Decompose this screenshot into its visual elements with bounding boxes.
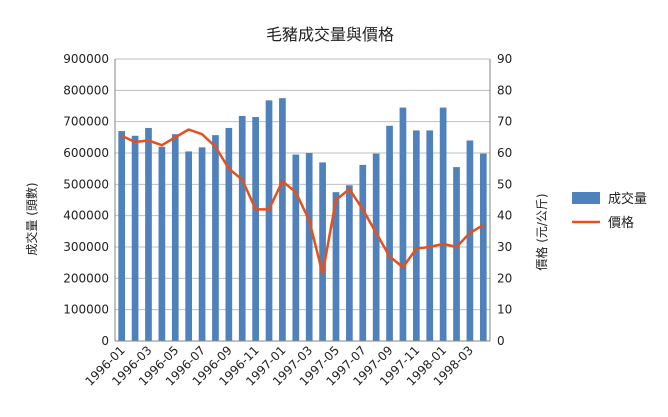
y-right-tick-label: 90 — [497, 52, 512, 66]
y-right-tick-label: 60 — [497, 146, 512, 160]
bar — [372, 153, 380, 341]
y-left-tick-label: 700000 — [63, 115, 109, 129]
y-right-tick-label: 10 — [497, 303, 512, 317]
bar — [212, 135, 219, 341]
y-right-tick-label: 30 — [497, 240, 512, 254]
bar — [319, 162, 326, 341]
y-left-tick-label: 600000 — [63, 146, 109, 160]
bar — [346, 185, 353, 341]
bar-series — [118, 98, 487, 342]
bar — [279, 98, 286, 342]
bar — [225, 127, 233, 341]
bar — [131, 135, 139, 341]
y-left-tick-label: 900000 — [63, 52, 109, 66]
y-left-tick-label: 800000 — [63, 83, 109, 97]
axes — [114, 59, 491, 342]
bar — [359, 164, 367, 341]
y-left-tick-label: 200000 — [63, 271, 109, 285]
y-right-tick-label: 70 — [497, 115, 512, 129]
bar — [158, 146, 166, 341]
y-right-tick-label: 80 — [497, 83, 512, 97]
bar — [386, 125, 393, 342]
price-line — [121, 128, 484, 275]
bar — [118, 131, 126, 341]
y-left-tick-label: 300000 — [63, 240, 109, 254]
bar — [466, 140, 474, 341]
bar — [185, 151, 193, 341]
bar — [439, 107, 447, 341]
x-tick-labels: 1996-011996-031996-051996-071996-091996-… — [82, 343, 476, 388]
bar — [332, 192, 340, 341]
line-series — [121, 128, 484, 275]
legend-label-price: 價格 — [608, 215, 634, 231]
y-right-tick-label: 50 — [497, 177, 512, 191]
bar — [198, 147, 206, 341]
bar — [426, 130, 434, 341]
gridlines — [115, 58, 490, 342]
bar — [412, 130, 420, 341]
bar — [292, 154, 300, 341]
y-left-tick-label: 100000 — [63, 303, 109, 317]
bar — [305, 153, 313, 341]
bar — [145, 127, 152, 341]
y-right-tick-label: 0 — [497, 334, 505, 348]
bar — [238, 116, 246, 341]
y-left-tick-labels: 0 100000 200000 300000 400000 500000 600000 700… — [63, 52, 109, 348]
y-left-tick-label: 400000 — [63, 209, 109, 223]
y-right-tick-label: 20 — [497, 271, 512, 285]
y-right-tick-label: 40 — [497, 209, 512, 223]
bar — [399, 107, 407, 341]
y-left-tick-label: 500000 — [63, 177, 109, 191]
bar — [479, 153, 487, 341]
bar — [265, 100, 273, 341]
y-left-tick-label: 0 — [101, 334, 109, 348]
bar — [453, 167, 460, 341]
legend-swatch-volume — [572, 192, 600, 204]
chart-title: 毛豬成交量與價格 — [266, 25, 394, 44]
y-right-axis-title: 價格 (元/公斤) — [534, 193, 549, 270]
bar — [252, 116, 259, 341]
legend-label-volume: 成交量 — [608, 191, 647, 207]
legend: 成交量 價格 — [572, 191, 647, 231]
y-left-axis-title: 成交量 (頭數) — [24, 182, 39, 255]
bar — [171, 134, 179, 341]
y-right-tick-labels: 0 10 20 30 40 50 60 70 80 90 — [497, 52, 512, 348]
